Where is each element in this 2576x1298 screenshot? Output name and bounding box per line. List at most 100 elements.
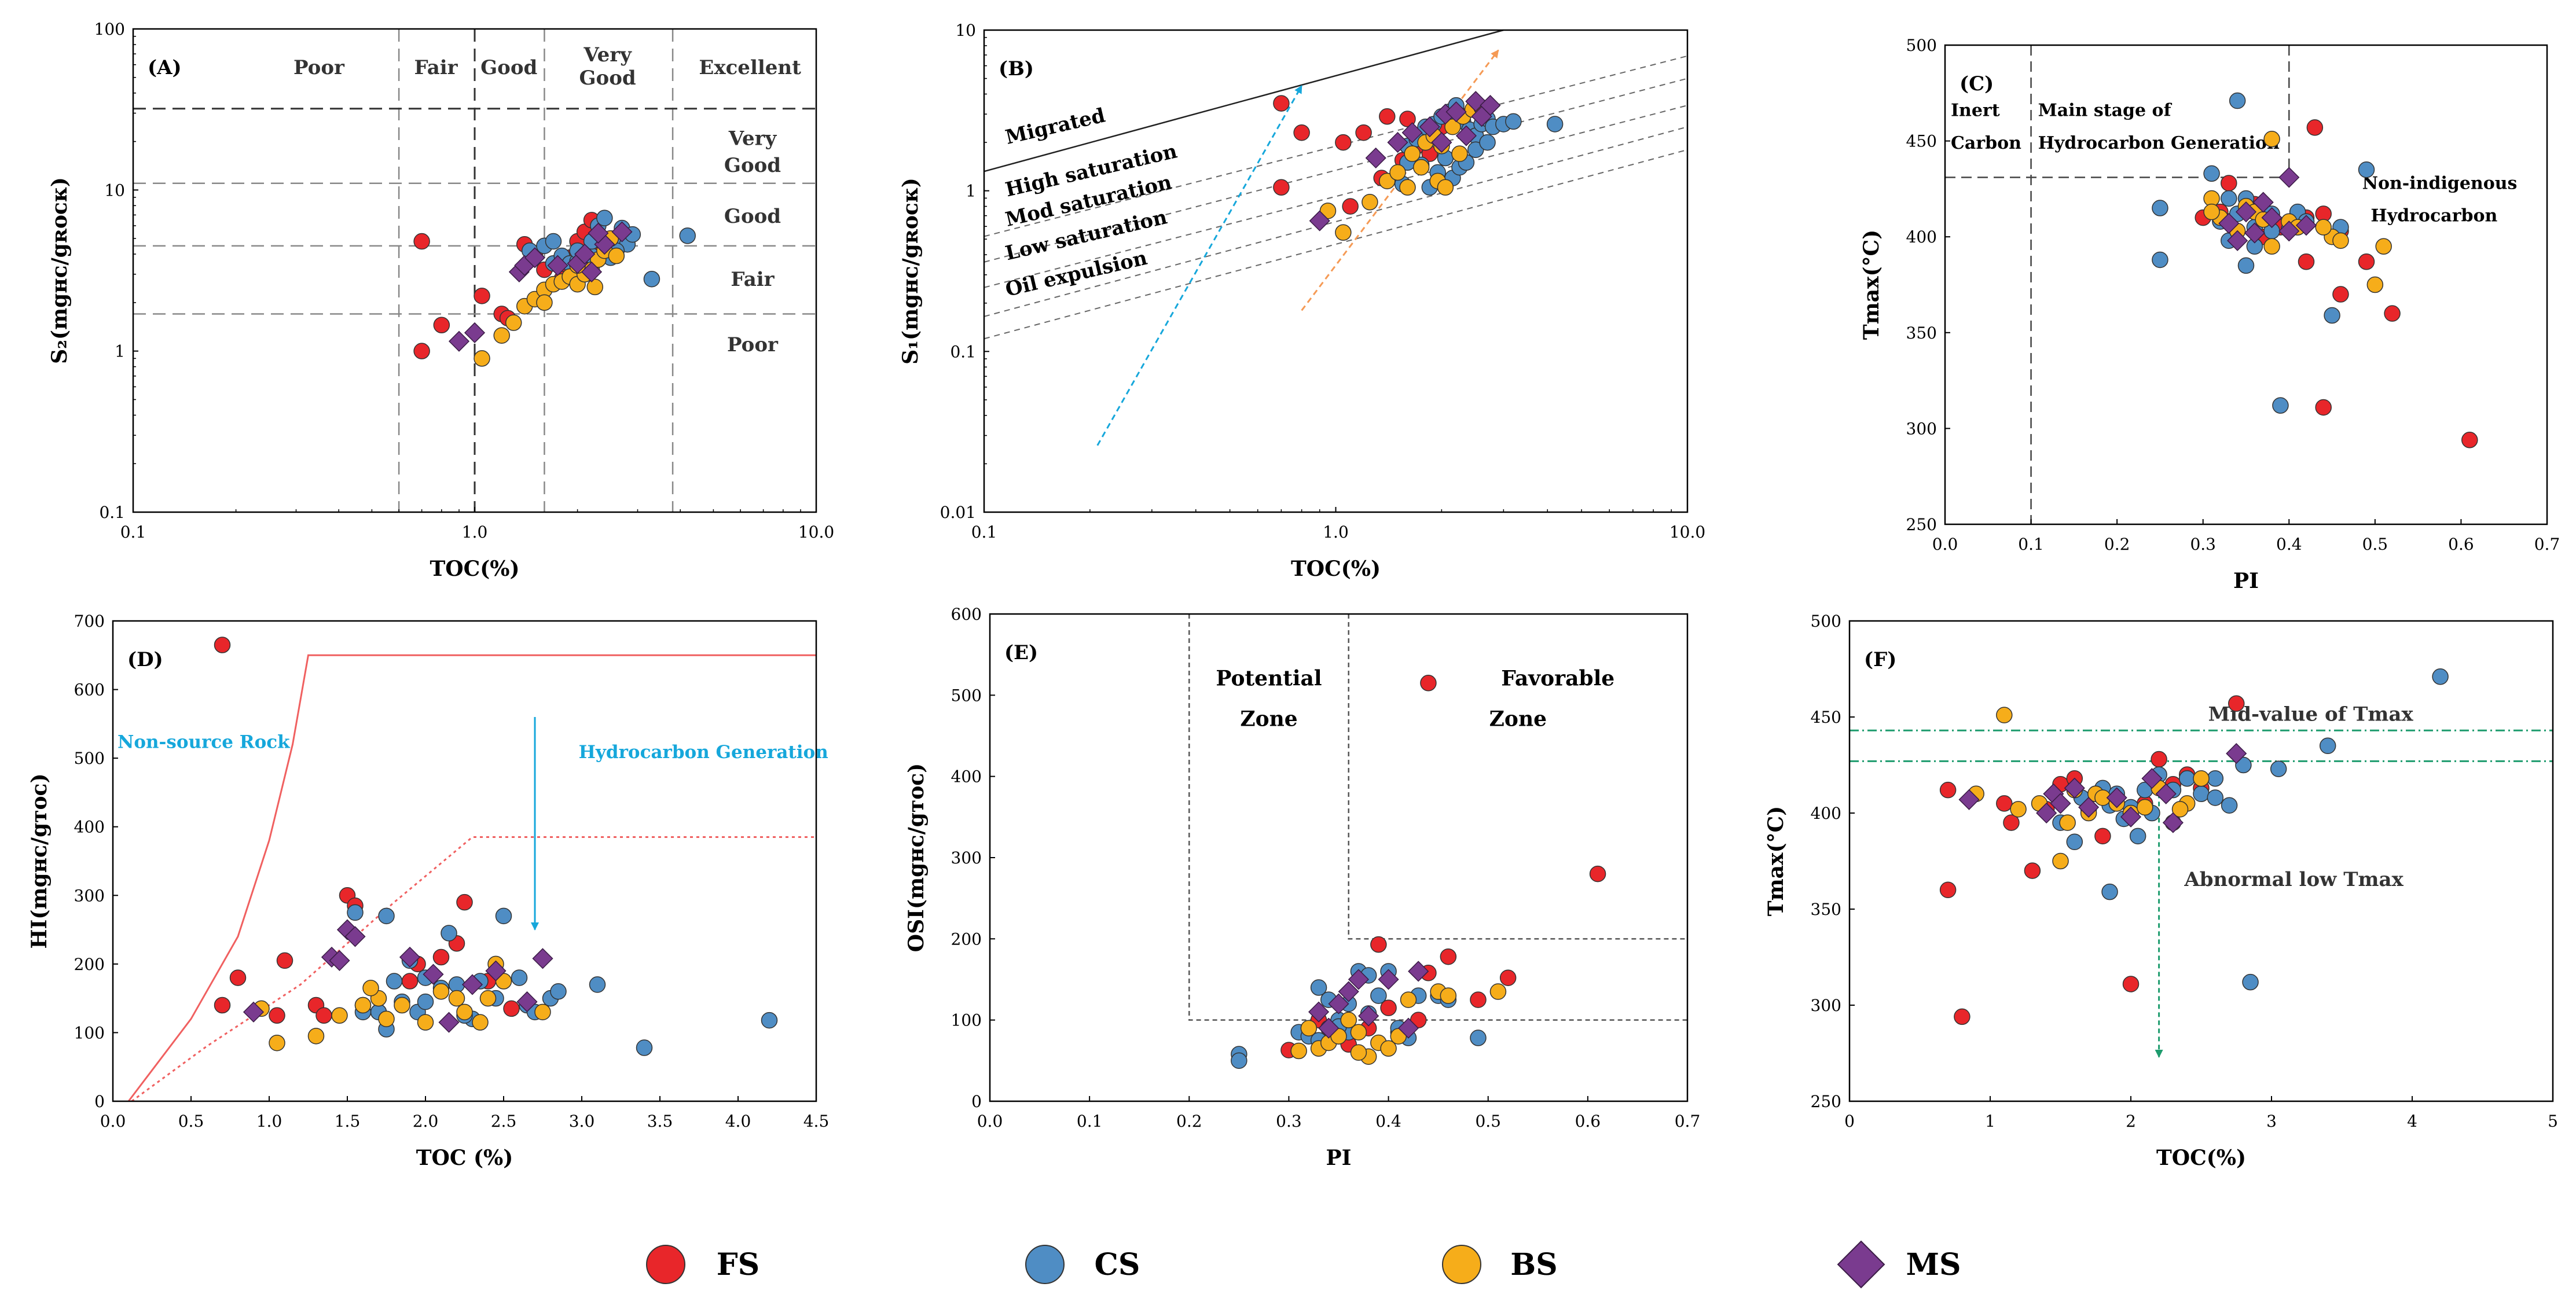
data-point-FS	[2151, 751, 2167, 768]
y-tick-label: 500	[951, 686, 982, 705]
annotation-label: Hydrocarbon Generation	[579, 742, 828, 763]
x-tick-label: 0.0	[1932, 535, 1958, 554]
data-point-CS	[2272, 397, 2289, 414]
data-point-BS	[1400, 991, 1417, 1008]
generation-boundary	[131, 836, 816, 1102]
data-point-CS	[2229, 92, 2246, 109]
data-point-MS	[2252, 192, 2274, 213]
data-point-FS	[1399, 111, 1416, 127]
data-point-FS	[1342, 198, 1359, 215]
x-tick-label: 2.5	[491, 1112, 517, 1131]
data-point-MS	[2120, 806, 2142, 828]
data-point-BS	[331, 1007, 348, 1024]
data-point-MS	[2226, 743, 2247, 764]
panel-label: (C)	[1959, 72, 1994, 95]
rank-label: Poor	[727, 333, 779, 356]
data-point-MS	[581, 261, 603, 282]
data-point-BS	[1489, 983, 1507, 1000]
data-point-CS	[511, 969, 528, 986]
data-point-FS	[1420, 675, 1437, 692]
data-point-BS	[1399, 179, 1416, 196]
y-tick-label: 500	[1906, 36, 1937, 55]
data-point-CS	[2221, 190, 2237, 207]
data-point-MS	[485, 960, 507, 981]
data-point-MS	[611, 221, 633, 242]
x-tick-label: 0.2	[1176, 1112, 1202, 1131]
data-point-BS	[2315, 219, 2332, 236]
data-point-CS	[1470, 1029, 1487, 1046]
data-point-FS	[456, 893, 473, 911]
data-point-MS	[1338, 981, 1359, 1002]
saturation-line	[984, 55, 1688, 237]
data-point-CS	[417, 993, 434, 1010]
panel-points	[1231, 675, 1606, 1069]
data-point-MS	[588, 222, 609, 244]
data-point-MS	[1348, 969, 1369, 990]
panel-axes: 0 1 2 3 4 5 250 300 350 400 450 500 TOC(%) Tmax(°C) (F…	[1764, 612, 2558, 1170]
data-point-BS	[586, 278, 604, 296]
data-point-CS	[596, 209, 613, 226]
data-point-CS	[2242, 973, 2259, 991]
data-point-BS	[1340, 1012, 1357, 1028]
data-point-MS	[399, 946, 421, 968]
x-tick-label: 0.1	[971, 523, 997, 542]
y-tick-label: 500	[1811, 612, 1841, 631]
data-point-BS	[378, 1010, 395, 1027]
legend-label-CS: CS	[1095, 1247, 1140, 1282]
panel-points	[413, 209, 696, 367]
data-point-BS	[417, 1014, 434, 1031]
data-point-CS	[2324, 307, 2340, 324]
data-point-FS	[2003, 814, 2020, 831]
data-point-MS	[1397, 1017, 1419, 1039]
data-point-FS	[2306, 119, 2324, 136]
data-point-MS	[2227, 230, 2248, 251]
data-point-MS	[2278, 220, 2300, 242]
panel-axes: 0.0 0.5 1.0 1.5 2.0 2.5 3.0 3.5 4.0 4.5 0 100 200 300…	[27, 612, 829, 1170]
data-point-BS	[2052, 852, 2069, 870]
y-tick-label: 300	[1906, 419, 1937, 438]
data-point-CS	[589, 976, 606, 993]
region-label: Inert	[1951, 101, 2000, 121]
zone-boundary	[1348, 614, 1687, 940]
data-point-FS	[2298, 253, 2315, 270]
y-tick-label: 0.01	[940, 503, 976, 522]
data-point-MS	[1378, 969, 1399, 990]
y-axis-title: S₂(mgʜᴄ/gʀᴏᴄᴋ)	[47, 177, 72, 364]
data-point-BS	[2171, 801, 2189, 818]
x-tick-label: 0.4	[1375, 1112, 1401, 1131]
y-tick-label: 250	[1906, 515, 1937, 534]
x-tick-label: 10.0	[798, 523, 834, 542]
x-tick-label: 0.1	[1077, 1112, 1103, 1131]
data-point-MS	[461, 974, 483, 995]
data-point-CS	[347, 904, 364, 921]
y-tick-label: 700	[74, 612, 105, 631]
data-point-BS	[456, 1003, 473, 1021]
saturation-line	[984, 149, 1688, 340]
data-point-BS	[1389, 164, 1406, 181]
data-point-CS	[2358, 161, 2375, 178]
data-point-CS	[2203, 165, 2220, 182]
panel-axes: 0.0 0.1 0.2 0.3 0.4 0.5 0.6 0.7 250 300 350 400 450 5…	[1859, 36, 2560, 593]
y-tick-label: 400	[951, 767, 982, 786]
plot-frame	[112, 620, 817, 1102]
migrated-line	[984, 29, 1504, 172]
data-point-FS	[2024, 862, 2041, 879]
region-label: Main stage of	[2038, 101, 2173, 121]
zone-boundary	[1188, 614, 1687, 1021]
x-tick-label: 0.3	[1276, 1112, 1302, 1131]
data-point-BS	[2332, 232, 2349, 249]
saturation-line	[984, 78, 1688, 263]
panel-label: (B)	[999, 57, 1034, 80]
data-point-BS	[2059, 814, 2076, 831]
data-point-FS	[1335, 134, 1352, 151]
data-point-MS	[2278, 167, 2300, 188]
data-point-FS	[1379, 108, 1396, 125]
data-point-BS	[448, 990, 465, 1007]
data-point-CS	[550, 983, 567, 1000]
plot-frame	[1944, 44, 2548, 525]
data-point-MS	[448, 330, 470, 352]
data-point-CS	[636, 1039, 653, 1056]
x-tick-label: 1.0	[1323, 523, 1349, 542]
data-point-MS	[524, 247, 545, 269]
